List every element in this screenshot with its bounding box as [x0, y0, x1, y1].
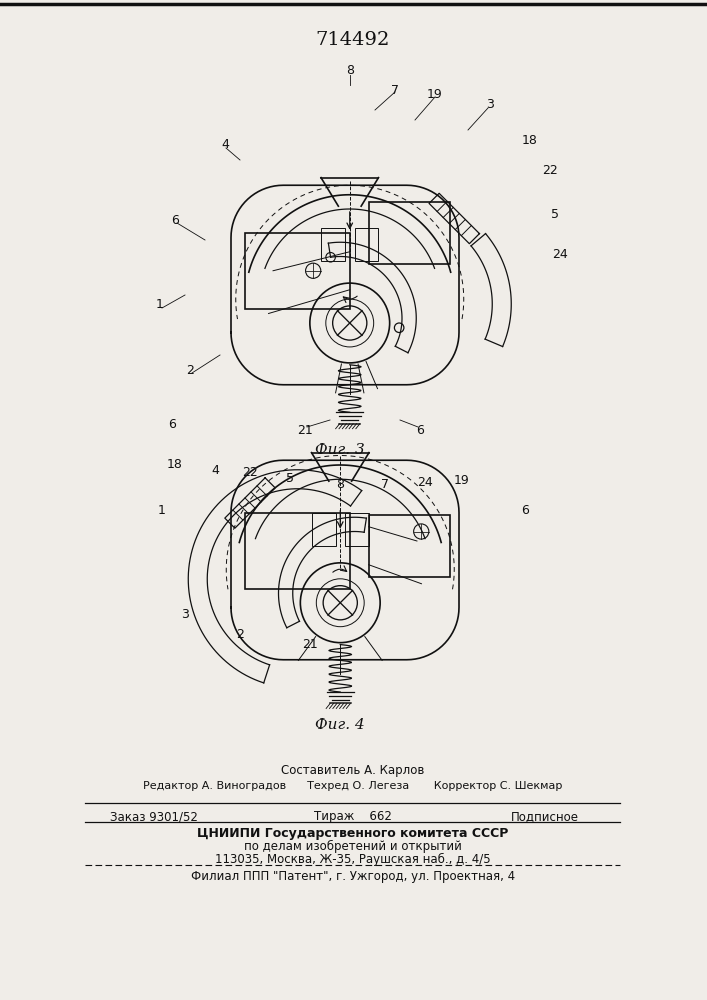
Text: 7: 7: [391, 84, 399, 97]
Text: Составитель А. Карлов: Составитель А. Карлов: [281, 764, 425, 777]
Text: 24: 24: [552, 248, 568, 261]
Text: 714492: 714492: [316, 31, 390, 49]
Text: 22: 22: [542, 163, 558, 176]
Bar: [312, 512, 336, 546]
Text: Фиг. 3: Фиг. 3: [315, 443, 365, 457]
Bar: [345, 512, 369, 546]
Text: 19: 19: [454, 474, 470, 487]
Text: 8: 8: [346, 64, 354, 77]
Text: Филиал ППП "Патент", г. Ужгород, ул. Проектная, 4: Филиал ППП "Патент", г. Ужгород, ул. Про…: [191, 870, 515, 883]
Text: 4: 4: [221, 138, 229, 151]
Text: Тираж    662: Тираж 662: [314, 810, 392, 823]
Bar: [354, 228, 378, 261]
Text: 5: 5: [286, 472, 294, 485]
Text: 4: 4: [211, 464, 219, 477]
Text: 24: 24: [417, 476, 433, 488]
Text: 1: 1: [156, 298, 164, 312]
Text: Подписное: Подписное: [511, 810, 579, 823]
Text: 2: 2: [236, 629, 244, 642]
Bar: [369, 202, 450, 264]
Text: 19: 19: [427, 89, 443, 102]
Text: 6: 6: [168, 418, 176, 432]
Text: 6: 6: [171, 214, 179, 227]
Bar: [245, 512, 350, 588]
Text: Редактор А. Виноградов      Техред О. Легеза       Корректор С. Шекмар: Редактор А. Виноградов Техред О. Легеза …: [144, 781, 563, 791]
Text: 3: 3: [181, 608, 189, 621]
Text: 22: 22: [242, 466, 258, 479]
Text: 6: 6: [521, 504, 529, 516]
Text: 113035, Москва, Ж-35, Раушская наб., д. 4/5: 113035, Москва, Ж-35, Раушская наб., д. …: [215, 853, 491, 866]
Bar: [369, 515, 450, 577]
Text: 21: 21: [297, 424, 313, 436]
Text: 6: 6: [416, 424, 424, 436]
Text: 3: 3: [486, 99, 494, 111]
Text: Фиг. 4: Фиг. 4: [315, 718, 365, 732]
Text: ЦНИИПИ Государственного комитета СССР: ЦНИИПИ Государственного комитета СССР: [197, 827, 509, 840]
Bar: [245, 233, 350, 309]
Text: 2: 2: [186, 363, 194, 376]
Text: 5: 5: [551, 209, 559, 222]
Text: 18: 18: [167, 458, 183, 472]
Text: 1: 1: [158, 504, 166, 516]
Text: по делам изобретений и открытий: по делам изобретений и открытий: [244, 840, 462, 853]
Text: Заказ 9301/52: Заказ 9301/52: [110, 810, 198, 823]
Text: 21: 21: [302, 639, 318, 652]
Bar: [321, 228, 345, 261]
Text: 18: 18: [522, 133, 538, 146]
Text: 7: 7: [381, 479, 389, 491]
Text: 8: 8: [336, 479, 344, 491]
